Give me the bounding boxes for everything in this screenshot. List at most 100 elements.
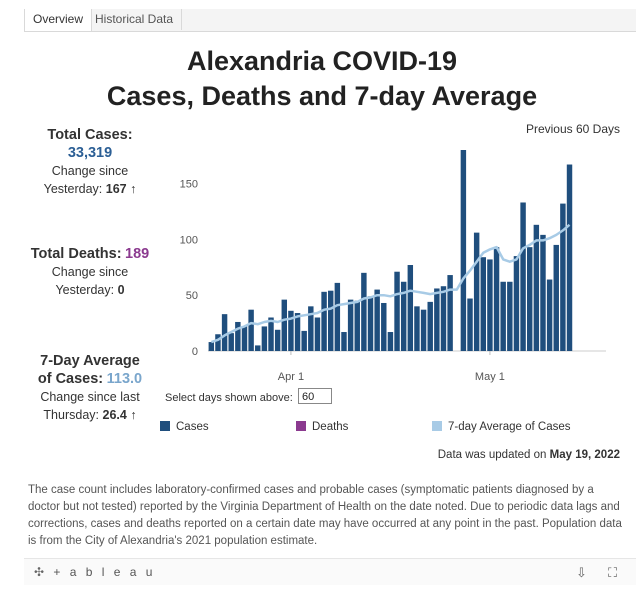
seven-day-change-label: Change since last: [40, 390, 140, 404]
seven-day-change-value: 26.4: [102, 408, 127, 422]
y-tick-label: 0: [192, 346, 198, 358]
bar-cases: [400, 281, 407, 351]
line-7day-average: [210, 223, 571, 344]
bar-cases: [301, 330, 307, 351]
methodology-note: The case count includes laboratory-confi…: [28, 484, 622, 547]
bar-cases: [288, 310, 294, 351]
bar-cases: [221, 314, 228, 351]
bar-cases: [361, 272, 367, 351]
fullscreen-icon[interactable]: ⛶: [608, 565, 618, 580]
bar-cases: [560, 203, 566, 351]
bar-cases: [308, 306, 314, 351]
bar-cases: [334, 282, 341, 351]
y-tick-label: 150: [180, 179, 198, 191]
data-updated: Data was updated on May 19, 2022: [380, 449, 620, 461]
bar-cases: [208, 342, 215, 351]
bar-cases: [281, 299, 288, 351]
legend-swatch-deaths: [296, 421, 306, 431]
bar-cases: [374, 289, 380, 351]
bar-cases: [480, 257, 487, 351]
total-deaths-row: Total Deaths: 189: [0, 245, 180, 263]
select-days-input[interactable]: 60: [298, 388, 332, 404]
bar-cases: [467, 298, 473, 351]
bar-cases: [314, 317, 321, 351]
bar-cases: [533, 224, 540, 351]
tab-bar: Overview Historical Data: [24, 9, 636, 32]
x-tick-label: May 1: [475, 371, 505, 383]
legend-swatch-7day: [432, 421, 442, 431]
bar-cases: [235, 321, 241, 351]
bar-cases: [487, 259, 493, 351]
bar-cases: [440, 286, 447, 351]
total-deaths-panel: Total Deaths: 189 Change since Yesterday…: [0, 245, 180, 299]
seven-day-change-label-2: Thursday:: [43, 408, 100, 422]
seven-day-value: 113.0: [106, 371, 143, 387]
tableau-footer: ✣ + a b l e a u ⇩ ⛶: [24, 558, 636, 585]
y-tick-label: 50: [186, 290, 198, 302]
legend-label-cases: Cases: [176, 421, 209, 433]
legend-swatch-cases: [160, 421, 170, 431]
bar-cases: [420, 309, 427, 351]
total-deaths-change-row: Yesterday: 0: [0, 281, 180, 299]
legend-label-7day: 7-day Average of Cases: [448, 421, 571, 433]
total-deaths-change-label: Change since: [51, 265, 129, 279]
arrow-up-icon: ↑: [130, 182, 137, 196]
legend-label-deaths: Deaths: [312, 421, 349, 433]
seven-day-change-row: Thursday: 26.4 ↑: [0, 406, 180, 424]
total-deaths-value: 189: [125, 246, 150, 262]
seven-day-average-panel: 7-Day Average of Cases: 113.0 Change sin…: [0, 352, 180, 424]
total-deaths-label: Total Deaths:: [30, 246, 122, 262]
bar-cases: [407, 265, 414, 351]
total-deaths-change-value: 0: [117, 283, 125, 297]
tab-overview[interactable]: Overview: [24, 9, 93, 31]
bar-cases: [473, 232, 480, 351]
bar-cases: [566, 164, 573, 351]
bar-cases: [540, 234, 546, 351]
bar-cases: [507, 281, 513, 351]
bar-cases: [394, 271, 400, 351]
total-cases-panel: Total Cases: 33,319 Change since Yesterd…: [0, 126, 180, 198]
bar-cases: [261, 326, 268, 351]
bar-cases: [434, 288, 440, 351]
seven-day-label-2: of Cases:: [37, 371, 104, 387]
bar-cases: [460, 150, 467, 351]
seven-day-value-row: of Cases: 113.0: [0, 370, 180, 388]
bar-cases: [500, 281, 506, 351]
bar-cases: [513, 256, 520, 351]
bar-cases: [215, 334, 221, 351]
bar-cases: [248, 309, 254, 351]
bar-cases: [553, 244, 559, 351]
tableau-brand-text: + a b l e a u: [53, 565, 156, 579]
total-deaths-change-label-2: Yesterday:: [55, 283, 115, 297]
bar-cases: [241, 326, 248, 351]
tableau-logo-icon: ✣: [34, 565, 48, 579]
bar-cases: [274, 329, 281, 351]
bar-cases: [321, 291, 327, 351]
bar-cases: [367, 296, 374, 351]
y-tick-label: 100: [180, 234, 198, 246]
tab-historical-data[interactable]: Historical Data: [87, 9, 183, 30]
bar-cases: [354, 300, 360, 351]
bar-cases: [381, 302, 387, 351]
share-icon[interactable]: ⇩: [576, 565, 587, 580]
updated-prefix: Data was updated on: [437, 449, 547, 461]
cases-chart: 0 50 100 150 Apr 1 May 1: [180, 150, 606, 383]
legend-item-cases[interactable]: Cases: [160, 420, 209, 434]
total-cases-value: 33,319: [67, 145, 113, 161]
x-tick-label: Apr 1: [278, 371, 304, 383]
bar-cases: [447, 275, 453, 351]
total-cases-change-label: Change since: [51, 164, 129, 178]
page-title-line-1: Alexandria COVID-19: [186, 46, 458, 76]
tableau-logo[interactable]: ✣ + a b l e a u: [34, 565, 155, 579]
bar-cases: [327, 290, 334, 351]
bar-cases: [546, 279, 553, 351]
total-cases-change-label-2: Yesterday:: [43, 182, 103, 196]
bar-cases: [268, 317, 274, 351]
page-title-line-2: Cases, Deaths and 7-day Average: [106, 81, 538, 111]
total-cases-change-row: Yesterday: 167 ↑: [0, 180, 180, 198]
legend-item-deaths[interactable]: Deaths: [296, 420, 348, 434]
total-cases-label: Total Cases:: [47, 127, 133, 143]
period-label: Previous 60 Days: [525, 122, 620, 136]
total-cases-change-value: 167: [105, 182, 127, 196]
legend-item-7day[interactable]: 7-day Average of Cases: [432, 420, 571, 434]
